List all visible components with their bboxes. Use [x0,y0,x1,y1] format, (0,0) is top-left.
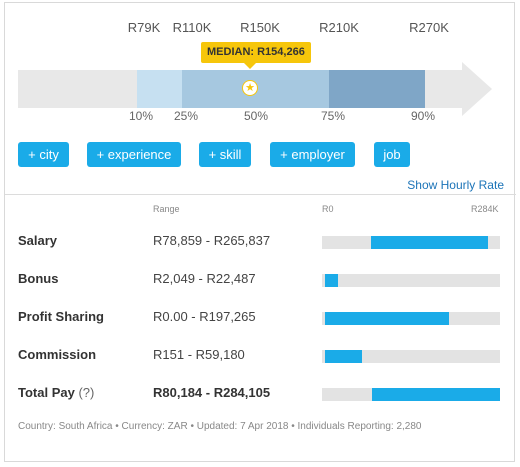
total-pay-label: Total Pay [18,385,75,400]
range-bar-bonus [322,274,500,287]
row-value-salary: R78,859 - R265,837 [153,233,271,248]
percentile-label-10: 10% [128,109,154,123]
range-bar-total-pay [322,388,500,401]
range-column-header: Range [153,204,180,214]
row-label-profit-sharing: Profit Sharing [18,309,104,324]
section-divider [5,194,516,195]
percentile-value-25: R110K [172,20,212,35]
percentile-label-75: 75% [320,109,346,123]
range-75-90 [329,70,425,108]
job-button[interactable]: job [374,142,410,167]
median-badge: MEDIAN: R154,266 [201,42,311,69]
range-bar-salary [322,236,500,249]
percentile-value-75: R210K [319,20,359,35]
percentile-value-10: R79K [127,20,161,35]
range-bar-commission [322,350,500,363]
scale-max-label: R284K [471,204,499,214]
total-pay-help-icon[interactable]: (?) [78,385,95,400]
row-value-commission: R151 - R59,180 [153,347,245,362]
row-label-salary: Salary [18,233,58,248]
show-hourly-rate-link[interactable]: Show Hourly Rate [407,178,504,192]
row-value-total-pay: R80,184 - R284,105 [153,385,271,400]
range-bar-profit-sharing [322,312,500,325]
row-value-profit-sharing: R0.00 - R197,265 [153,309,256,324]
data-source-footer: Country: South Africa • Currency: ZAR • … [18,421,422,432]
range-fill-salary [371,236,488,249]
track-arrow [462,62,492,116]
add-city-button[interactable]: + city [18,142,69,167]
row-value-bonus: R2,049 - R22,487 [153,271,256,286]
percentile-label-90: 90% [410,109,436,123]
row-label-commission: Commission [18,347,97,362]
percentile-label-50: 50% [243,109,269,123]
add-employer-button[interactable]: + employer [270,142,355,167]
median-star-icon: ★ [243,81,257,95]
percentile-value-90: R270K [409,20,449,35]
percentile-value-50: R150K [240,20,280,35]
scale-min-label: R0 [322,204,334,214]
percentile-track [18,70,462,108]
range-fill-commission [325,350,362,363]
percentile-label-25: 25% [173,109,199,123]
range-fill-bonus [325,274,338,287]
range-fill-total-pay [372,388,500,401]
add-experience-button[interactable]: + experience [87,142,181,167]
row-label-total-pay: Total Pay (?) [18,385,94,400]
range-fill-profit-sharing [325,312,449,325]
range-10-25 [137,70,182,108]
add-skill-button[interactable]: + skill [199,142,251,167]
row-label-bonus: Bonus [18,271,59,286]
